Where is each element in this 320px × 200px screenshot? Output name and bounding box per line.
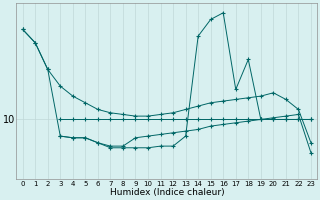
- X-axis label: Humidex (Indice chaleur): Humidex (Indice chaleur): [109, 188, 224, 197]
